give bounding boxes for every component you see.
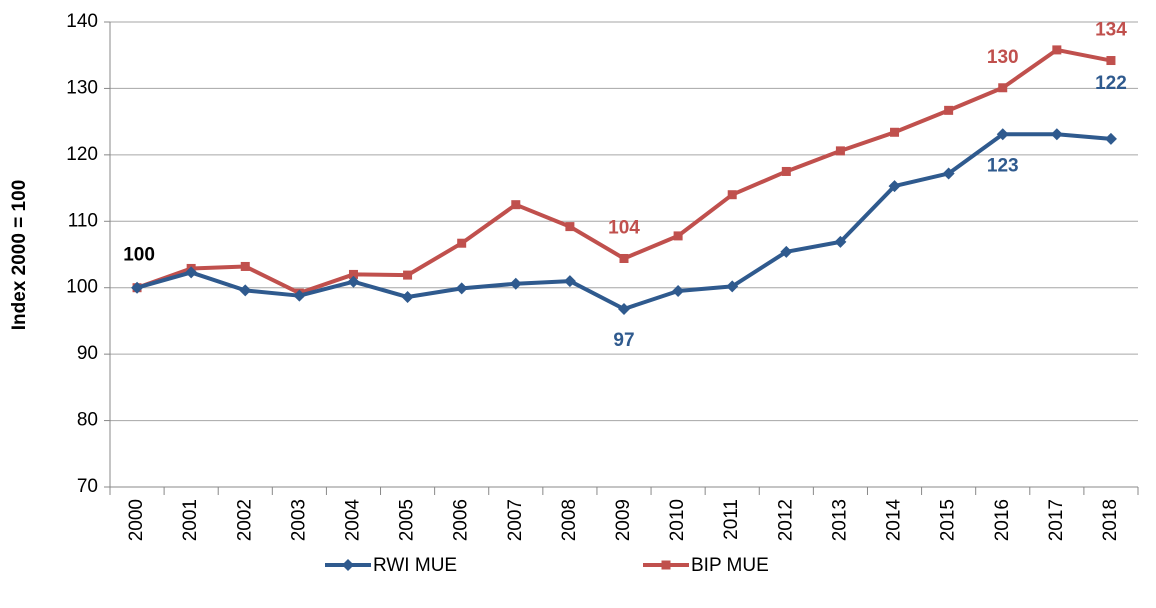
marker [511,200,521,210]
y-tick-label: 80 [77,410,98,431]
marker [293,289,306,302]
marker [131,281,144,294]
marker [348,269,358,279]
x-tick-label: 2016 [992,499,1013,541]
x-tick-label: 2010 [667,499,688,541]
x-tick-label: 2015 [938,499,959,541]
x-tick-label: 2018 [1100,499,1121,541]
marker [942,167,955,180]
marker [401,291,414,304]
data-label: 97 [613,330,634,351]
x-tick-label: 2012 [775,499,796,541]
marker [1106,56,1116,66]
marker [661,560,671,570]
marker [563,275,576,288]
marker [1050,128,1063,141]
x-tick-label: 2003 [288,499,309,541]
marker [618,302,630,315]
marker [455,282,468,295]
y-tick-label: 90 [77,343,98,364]
marker [565,222,575,232]
x-tick-label: 2001 [180,499,201,541]
y-tick-label: 130 [66,77,98,98]
y-tick-label: 140 [66,11,98,32]
marker [347,275,360,288]
marker [780,245,793,258]
x-tick-label: 2011 [721,499,742,540]
x-tick-label: 2014 [884,499,905,542]
marker [672,285,685,298]
data-label: 104 [608,218,640,239]
marker [457,238,467,248]
marker [944,105,954,115]
marker [1104,132,1117,145]
marker [834,235,847,248]
marker [1052,45,1062,55]
marker [403,270,413,280]
x-tick-label: 2004 [342,499,363,542]
marker [240,261,250,271]
marker [781,166,791,176]
marker [619,253,629,263]
legend-label: BIP MUE [691,555,769,576]
x-tick-label: 2013 [829,499,850,541]
x-tick-label: 2007 [505,499,526,541]
marker [996,128,1009,141]
y-tick-label: 70 [77,476,98,497]
x-tick-label: 2009 [613,499,634,541]
marker [673,231,683,241]
marker [835,146,845,156]
marker [185,266,198,279]
marker [509,277,522,290]
data-label: 134 [1095,20,1127,41]
y-tick-label: 120 [66,144,98,165]
x-tick-label: 2017 [1046,499,1067,541]
y-axis-label: Index 2000 = 100 [9,180,30,331]
y-tick-label: 110 [68,210,98,231]
marker [888,180,901,193]
marker [726,280,739,293]
x-tick-label: 2005 [397,499,418,541]
x-tick-label: 2000 [126,499,147,541]
marker [239,284,252,297]
marker [998,83,1008,93]
x-tick-label: 2002 [234,499,255,541]
data-label: 100 [123,245,155,266]
y-tick-label: 100 [66,277,98,298]
x-tick-label: 2008 [559,499,580,541]
marker [342,559,354,571]
marker [890,127,900,137]
x-tick-label: 2006 [451,499,472,541]
data-label: 122 [1095,73,1127,94]
data-label: 123 [987,155,1019,176]
legend-label: RWI MUE [373,555,457,576]
data-label: 130 [987,47,1019,68]
marker [727,190,737,200]
